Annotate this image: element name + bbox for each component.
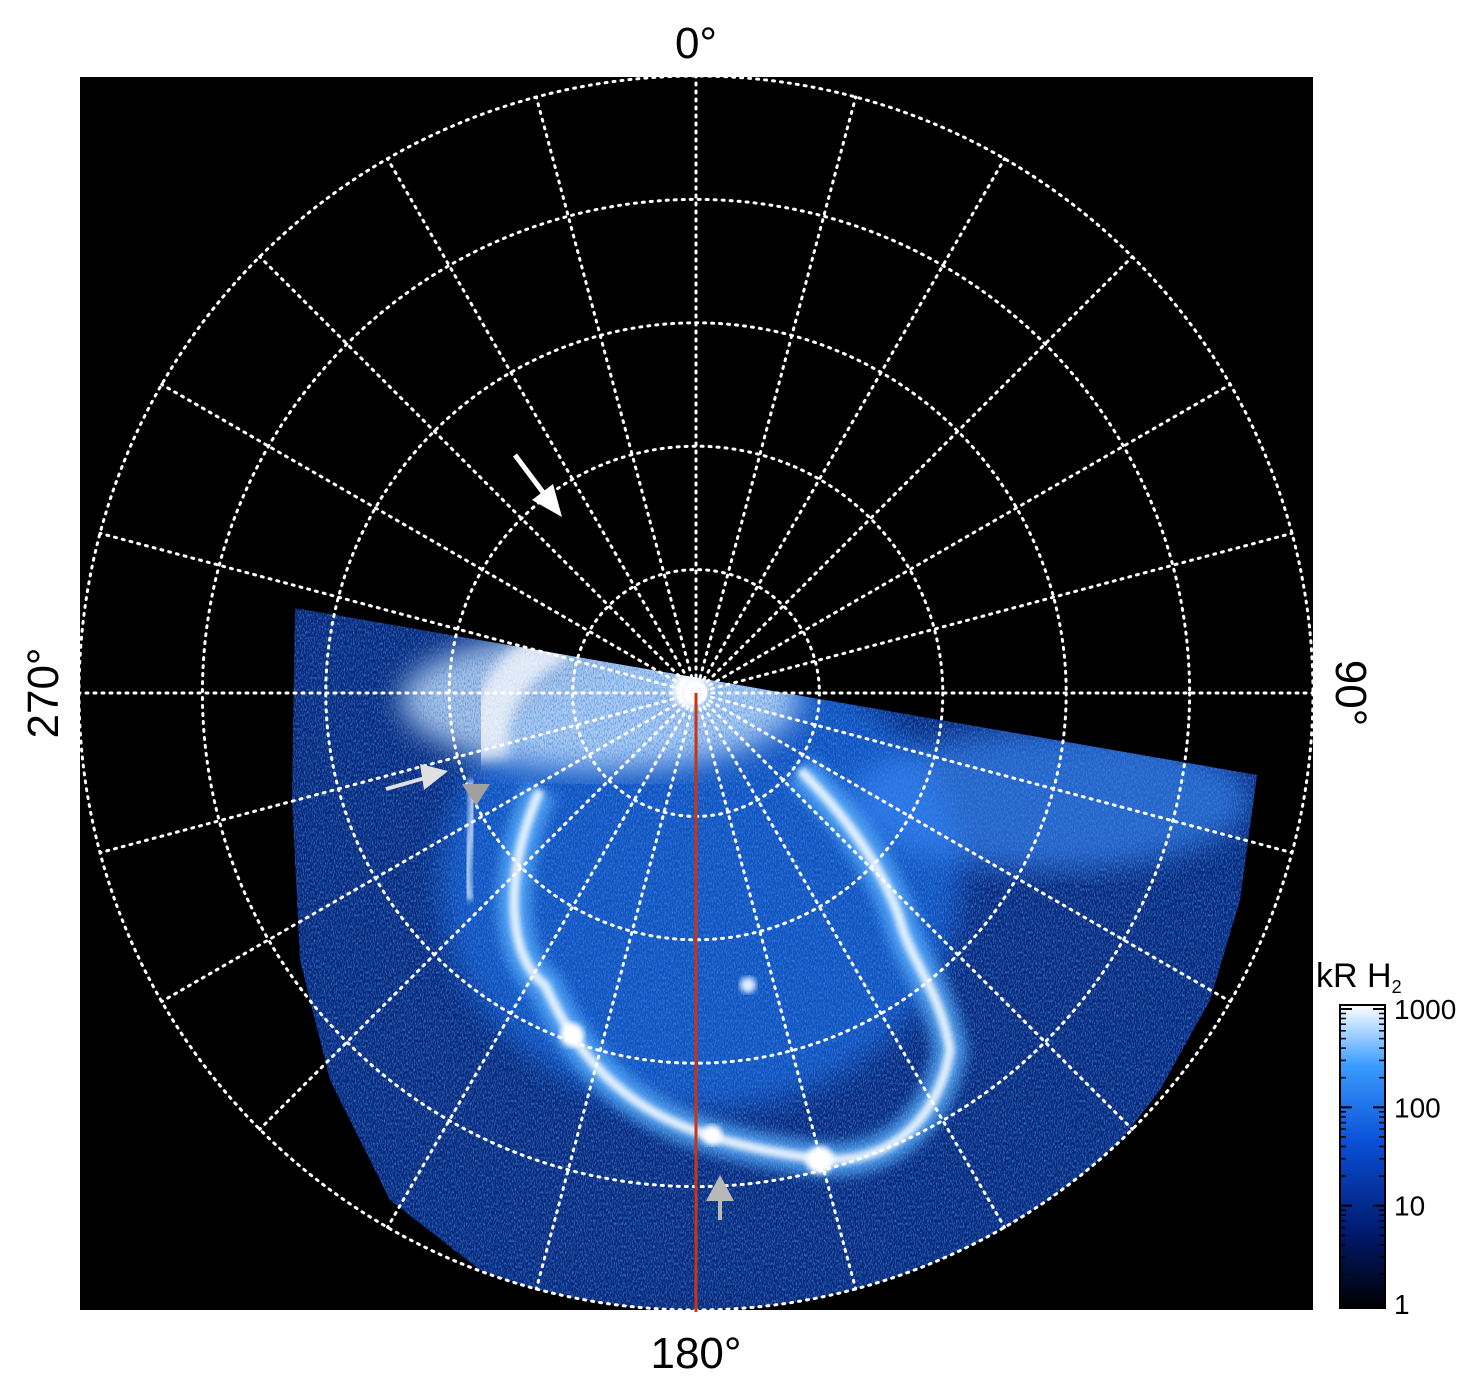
white-arrow [513, 453, 562, 517]
grey-arrow [706, 1175, 734, 1220]
grid-spoke [258, 255, 698, 695]
colorbar-tick-label: 10 [1394, 1191, 1425, 1222]
azimuth-label-right: 90° [1326, 660, 1375, 727]
grid-spoke [534, 95, 698, 695]
grid-spoke [694, 531, 1294, 695]
grid-spoke [694, 691, 1232, 1003]
bright-spot [560, 1023, 584, 1047]
grid-spoke [694, 691, 1294, 855]
colorbar-tick-label: 100 [1394, 1092, 1441, 1123]
bright-spot [806, 1146, 834, 1174]
grid-spoke [694, 691, 858, 1291]
grid-spoke [694, 255, 1134, 695]
colorbar-ticks: 1000 100 10 1 [1340, 994, 1456, 1320]
grey-triangle [462, 784, 490, 806]
grid-spoke [694, 691, 1006, 1229]
colorbar-label: kR H2 [1316, 957, 1402, 997]
azimuth-label-top: 0° [675, 19, 717, 68]
annotation-markers [385, 453, 734, 1220]
bright-spot [702, 1125, 722, 1145]
grid-spoke [386, 157, 698, 695]
bright-spot [740, 977, 756, 993]
grid-spoke [98, 691, 698, 855]
grid-spoke [694, 95, 858, 695]
colorbar-scale [1339, 1004, 1386, 1309]
azimuth-label-left: 270° [19, 647, 68, 738]
light-grey-arrow [385, 764, 448, 791]
grid-spoke [386, 691, 698, 1229]
colorbar-tick-label: 1000 [1394, 994, 1456, 1025]
grid-spoke [694, 691, 1134, 1131]
grid-spoke [534, 691, 698, 1291]
azimuth-label-bottom: 180° [650, 1329, 741, 1378]
grid-spoke [258, 691, 698, 1131]
grid-spoke [694, 383, 1232, 695]
colorbar: kR H2 1000 100 10 1 [1316, 957, 1456, 1320]
grid-spoke [160, 383, 698, 695]
grid-spoke [160, 691, 698, 1003]
colorbar-tick-label: 1 [1394, 1289, 1410, 1320]
grid-spoke [694, 157, 1006, 695]
grid-spoke [98, 531, 698, 695]
